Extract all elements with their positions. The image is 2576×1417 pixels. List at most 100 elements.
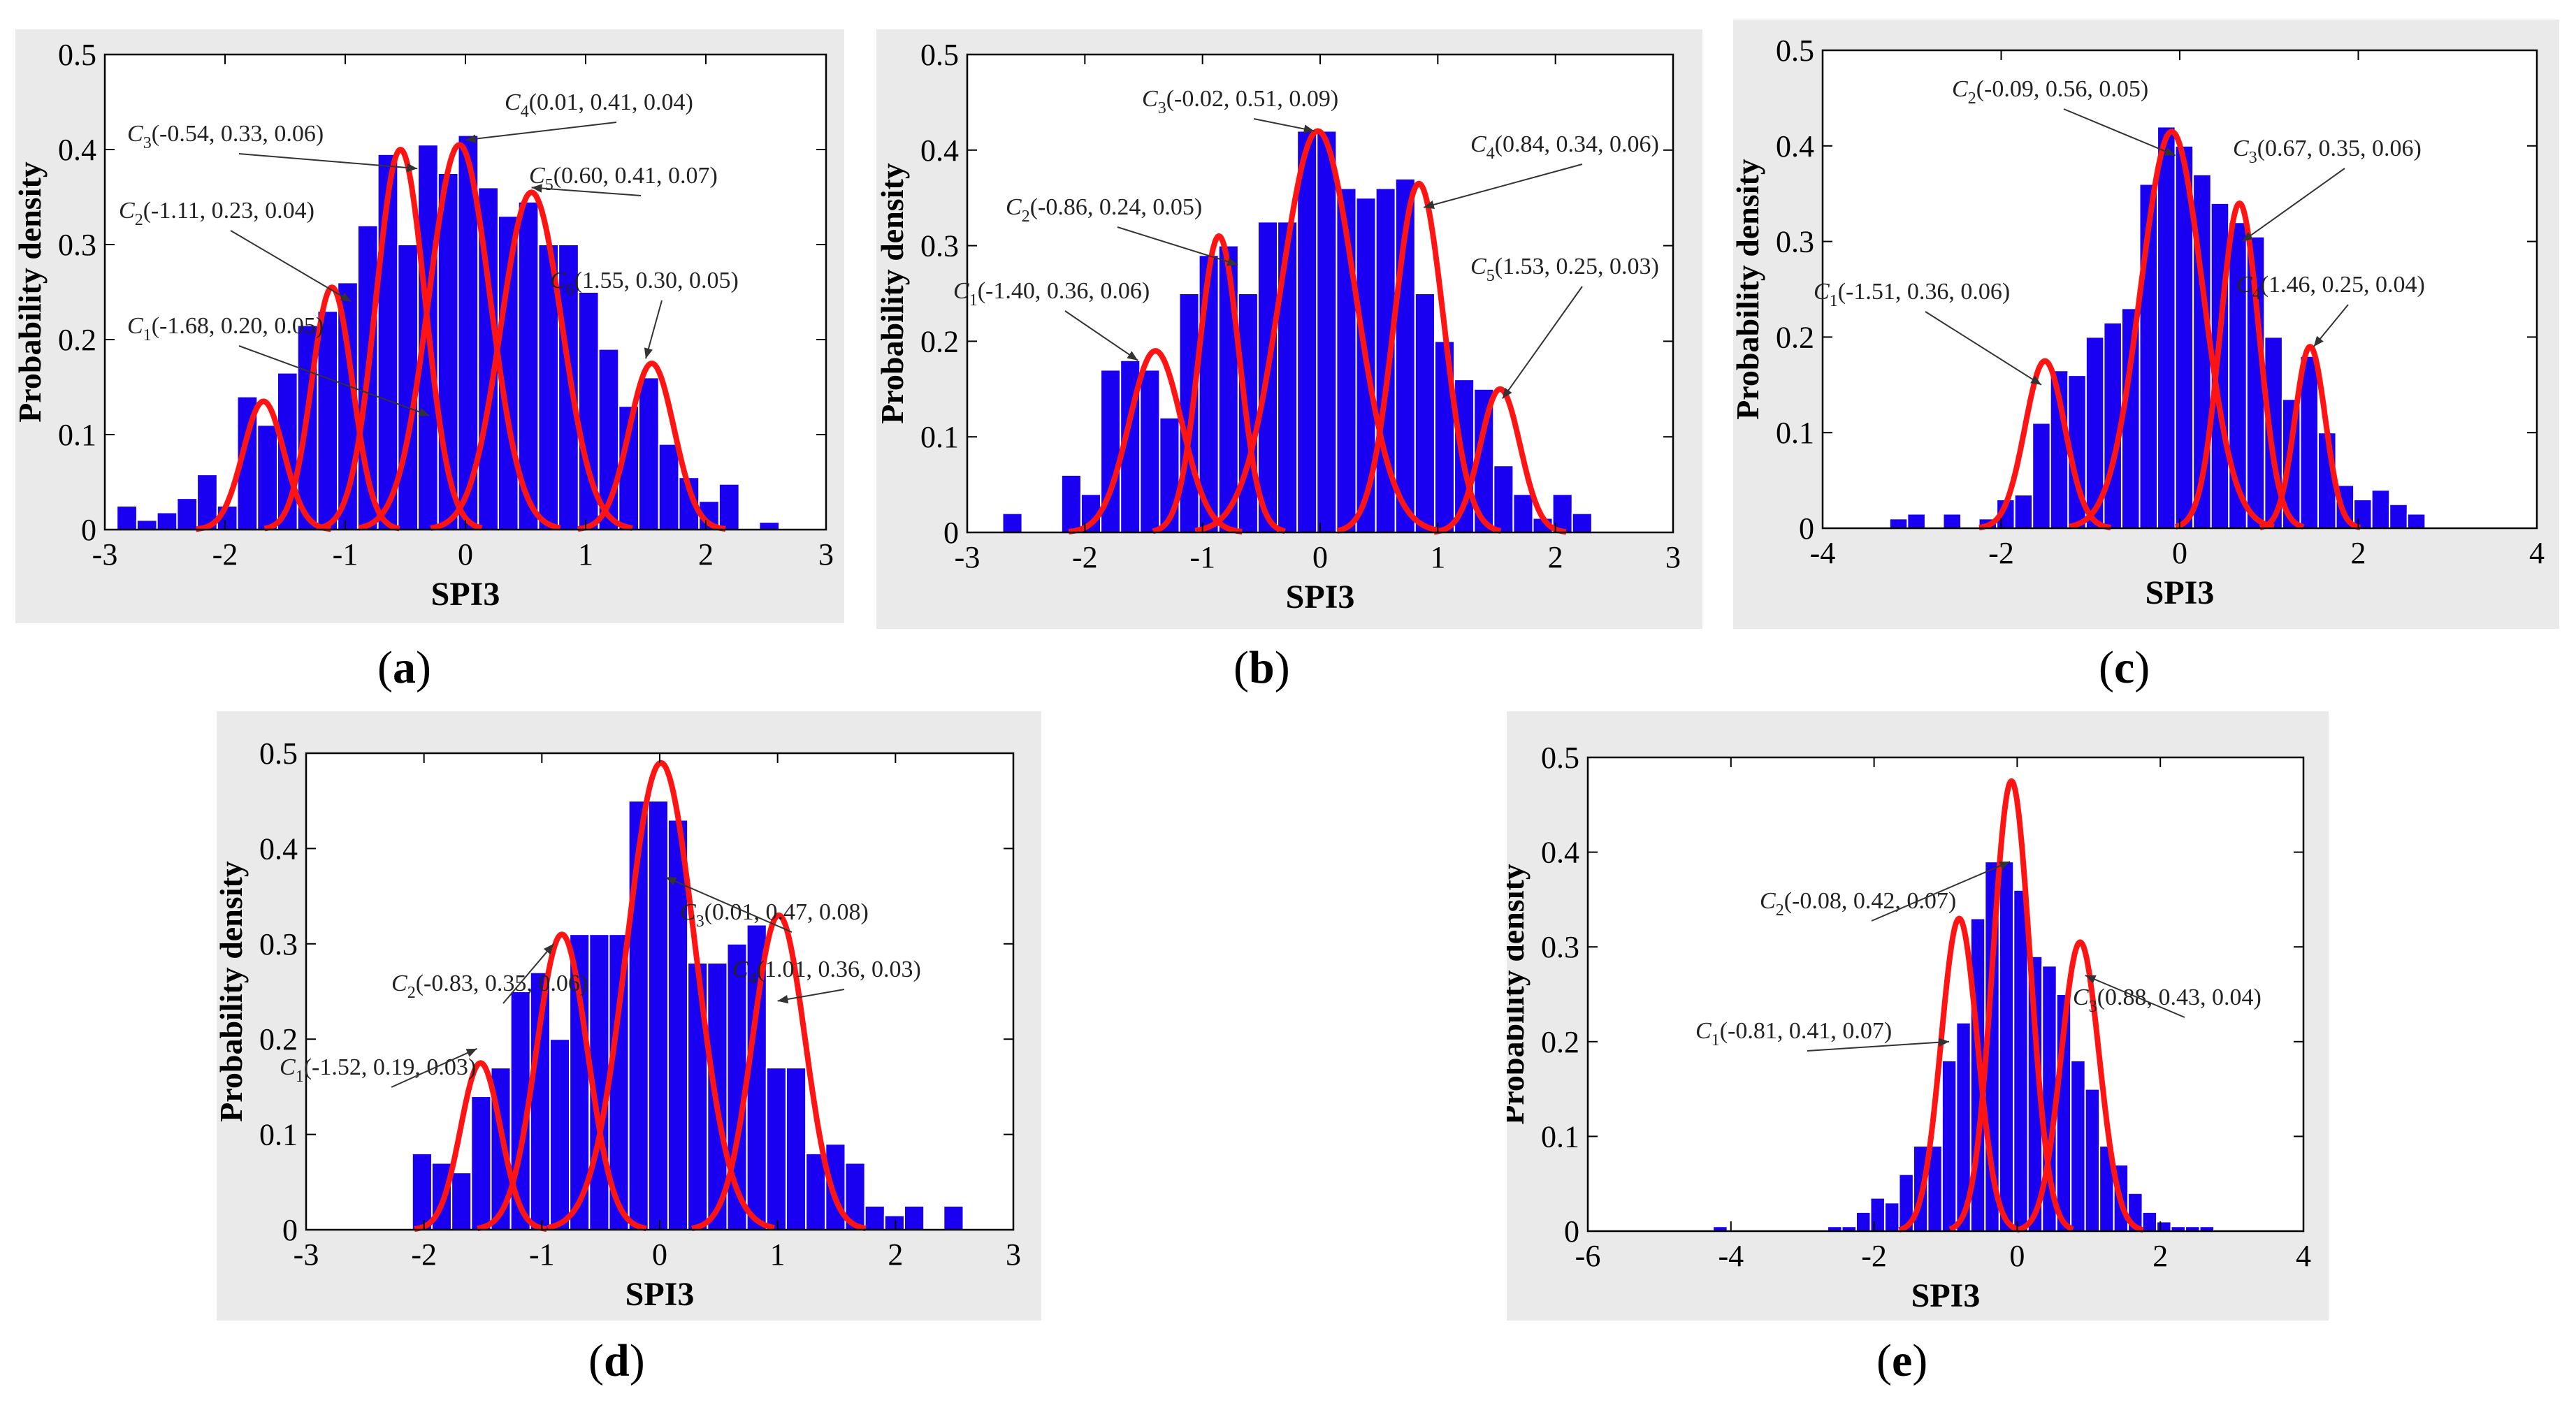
component-label: C2(-0.86, 0.24, 0.05) (1006, 194, 1202, 226)
x-axis-title: SPI3 (2146, 574, 2215, 611)
component-label: C1(-1.68, 0.20, 0.05) (127, 313, 324, 344)
histogram-bar (1888, 518, 1909, 530)
annotation-arrow-line (1064, 310, 1138, 361)
x-tick-label: -1 (333, 537, 359, 572)
histogram-bar (2406, 513, 2426, 529)
component-params: (-0.86, 0.24, 0.05) (1030, 194, 1202, 220)
y-tick-label: 0.1 (1776, 416, 1814, 450)
y-tick-label: 0.3 (1776, 225, 1814, 259)
histogram-bar (1217, 245, 1239, 533)
component-name: C (280, 1054, 296, 1080)
histogram-bar (1941, 1059, 1958, 1233)
component-name: C (529, 163, 545, 189)
component-label: C1(-1.51, 0.36, 0.06) (1814, 279, 2010, 310)
component-params: (0.88, 0.43, 0.04) (2097, 984, 2262, 1010)
histogram-bar (1493, 465, 1514, 533)
x-axis-title: SPI3 (1286, 579, 1355, 616)
x-axis: -6 -4 -2 0 2 4 SPI3 (1575, 757, 2311, 1314)
component-curve (1151, 233, 1287, 535)
y-tick-label: 0.4 (920, 133, 959, 168)
x-tick-label: 0 (2009, 1239, 2025, 1273)
component-label: C3(0.01, 0.47, 0.08) (680, 899, 869, 931)
component-curve (357, 142, 562, 531)
annotation-arrow-head (2164, 147, 2176, 156)
component-subscript: 6 (566, 281, 574, 299)
histogram-bar (317, 310, 339, 530)
histogram-bar (647, 800, 669, 1230)
component-subscript: 1 (143, 326, 152, 344)
panel-caption-e: (e) (1876, 1335, 1928, 1386)
component-params: (-0.08, 0.42, 0.07) (1784, 888, 1956, 914)
y-tick-label: 0.4 (1541, 836, 1579, 870)
component-subscript: 3 (2249, 149, 2257, 167)
x-tick-label: -1 (529, 1237, 555, 1272)
component-label: C1(-0.81, 0.41, 0.07) (1695, 1018, 1892, 1049)
component-name: C (1695, 1018, 1712, 1044)
y-axis: 0 0.1 0.2 0.3 0.4 0.5 Probability density (1733, 34, 2537, 546)
histogram-bar (1316, 130, 1338, 533)
annotation-arrow-head (2030, 375, 2041, 385)
component-curve (263, 284, 402, 532)
x-tick-label: 0 (458, 537, 473, 572)
y-tick-label: 0.5 (259, 736, 298, 771)
y-axis-title: Probability density (876, 163, 910, 424)
annotation-arrow-head (1502, 387, 1512, 399)
histogram-bar (116, 505, 138, 530)
y-tick-label: 0.2 (58, 323, 96, 357)
component-label: C3(0.67, 0.35, 0.06) (2233, 136, 2422, 167)
histogram-bar (136, 519, 158, 531)
histogram-bar (1277, 221, 1298, 533)
component-params: (0.01, 0.47, 0.08) (704, 899, 869, 925)
histogram-bar (2389, 503, 2408, 529)
component-label: C3(0.88, 0.43, 0.04) (2073, 984, 2262, 1016)
component-label: C3(-0.54, 0.33, 0.06) (127, 121, 324, 152)
component-subscript: 4 (2252, 285, 2261, 303)
annotation-arrow-head (543, 943, 554, 955)
y-tick-label: 0 (943, 516, 959, 550)
histogram-bar (2174, 145, 2194, 530)
annotations: C1(-1.52, 0.19, 0.03)C2(-0.83, 0.35, 0.0… (280, 876, 921, 1088)
annotation-arrow-line (238, 153, 418, 170)
histogram-bar (256, 424, 278, 531)
component-params: (-0.81, 0.41, 0.07) (1720, 1018, 1892, 1044)
histogram-bar (1883, 1202, 1900, 1233)
chart-svg-c: -4 -2 0 2 4 SPI3 0 0.1 0.2 0.3 0.4 0.5 Probability d… (1733, 34, 2545, 611)
y-tick-label: 0.2 (1541, 1025, 1579, 1059)
chart-svg-b: -3 -2 -1 0 1 2 3 SPI3 0 0.1 0.2 0.3 0.4 0.5 Probabilit… (876, 38, 1681, 616)
component-label: C2(-0.83, 0.35, 0.06) (391, 971, 588, 1002)
x-tick-label: 2 (888, 1237, 903, 1272)
panel-caption-d: (d) (588, 1335, 645, 1386)
histogram-bar (943, 1205, 964, 1231)
component-curve (1432, 386, 1568, 535)
histogram-bar (903, 1205, 925, 1231)
histogram-bar (1855, 1211, 1872, 1233)
x-tick-label: -2 (411, 1237, 437, 1272)
annotation-arrow-head (2313, 335, 2324, 347)
component-name: C (119, 198, 135, 224)
histogram-bar (411, 1152, 433, 1231)
annotation-arrow-line (531, 187, 642, 196)
histogram-bar (2013, 889, 2029, 1232)
component-name: C (732, 957, 748, 982)
component-label: C3(-0.02, 0.51, 0.09) (1142, 86, 1338, 117)
histogram-bar (2299, 355, 2320, 530)
annotation-arrow-line (777, 989, 845, 1002)
component-curve (2015, 939, 2146, 1233)
component-subscript: 1 (1830, 292, 1838, 310)
y-tick-label: 0.1 (1541, 1119, 1579, 1154)
x-tick-label: 2 (2351, 536, 2366, 570)
x-tick-label: -2 (1072, 540, 1098, 574)
component-name: C (1814, 279, 1830, 305)
component-subscript: 4 (748, 970, 757, 988)
component-name: C (1470, 254, 1486, 279)
y-tick-label: 0 (282, 1213, 298, 1247)
annotation-arrow-line (1423, 164, 1583, 208)
component-curve (476, 931, 648, 1232)
histogram-bar (718, 483, 740, 530)
histogram-bar (765, 1067, 787, 1230)
y-axis: 0 0.1 0.2 0.3 0.4 0.5 Probability density (1507, 741, 2303, 1249)
histogram-bar (2032, 422, 2051, 530)
y-tick-label: 0.5 (920, 38, 959, 72)
annotation-arrow-head (340, 292, 352, 302)
x-axis: -3 -2 -1 0 1 2 3 SPI3 (294, 753, 1021, 1313)
